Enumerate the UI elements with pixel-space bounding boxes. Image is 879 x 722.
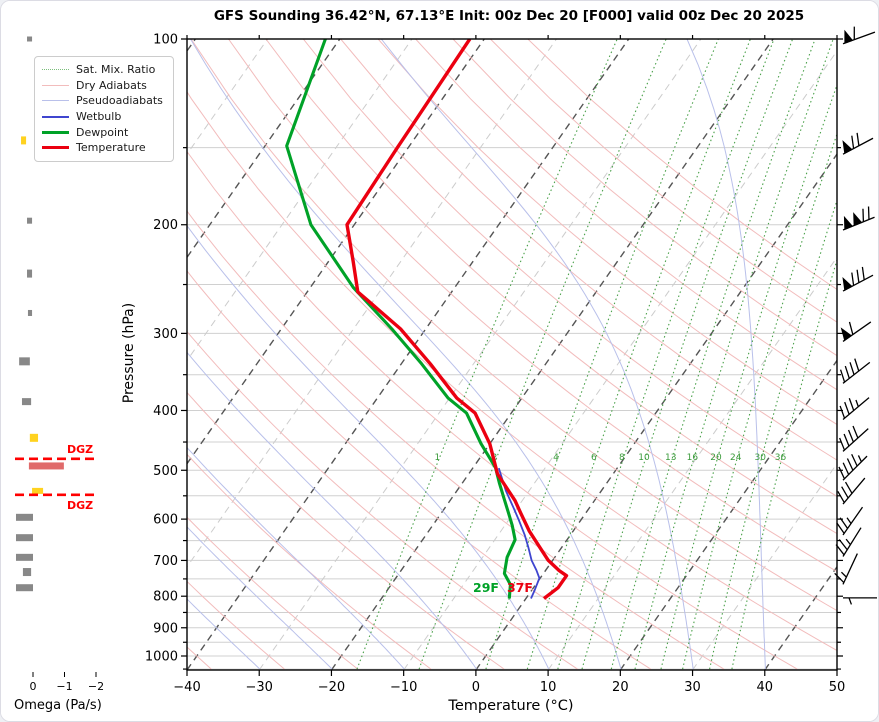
pressure-tick-label: 800	[153, 590, 178, 605]
wind-barb	[842, 206, 875, 231]
temperature-axis-label: Temperature (°C)	[448, 698, 574, 714]
mixing-ratio-label: 10	[638, 453, 650, 463]
mixing-ratio-label: 6	[591, 453, 597, 463]
wind-barb	[838, 453, 868, 481]
omega-bar	[22, 568, 32, 577]
temperature-tick-label: 50	[829, 680, 846, 695]
temperature-tick-label: 30	[684, 680, 701, 695]
legend-item-sat-mix-ratio: Sat. Mix. Ratio	[42, 62, 163, 78]
wind-barb	[842, 26, 876, 45]
legend-item-temperature: Temperature	[42, 140, 163, 156]
pressure-tick-label: 1000	[145, 650, 178, 665]
dry-adiabat-line-swatch	[42, 84, 69, 86]
sat-mix-ratio-line-swatch	[42, 69, 69, 71]
wetbulb-line-swatch	[42, 115, 69, 118]
legend-item-pseudoadiabats: Pseudoadiabats	[42, 93, 163, 109]
chart-title: GFS Sounding 36.42°N, 67.13°E Init: 00z …	[213, 8, 805, 24]
omega-bar	[15, 584, 33, 592]
wind-barbs	[834, 26, 877, 605]
wind-barb	[839, 425, 869, 452]
temperature-tick-label: −30	[246, 680, 273, 695]
omega-bar	[27, 36, 33, 42]
omega-bar	[21, 136, 27, 145]
wind-barb	[842, 132, 874, 155]
pressure-tick-label: 200	[153, 218, 178, 233]
legend-item-wetbulb: Wetbulb	[42, 109, 163, 125]
temperature-trace	[345, 39, 569, 600]
omega-bar	[32, 487, 44, 494]
mixing-ratio-label: 24	[730, 453, 742, 463]
pseudoadiabats	[187, 39, 766, 670]
temperature-tick-label: 0	[472, 680, 480, 695]
mixing-ratio-label: 4	[553, 453, 559, 463]
omega-bar	[28, 462, 64, 470]
wind-barb	[839, 397, 870, 420]
dgz-label: DGZ	[67, 443, 93, 456]
wind-barb	[842, 266, 874, 292]
pseudoadiabat-line-swatch	[42, 100, 69, 102]
axes-frame: −40 −30 −20 −10 0 10 20 30 40 50 100 200 300 400 500 60…	[145, 33, 845, 696]
pressure-tick-label: 700	[153, 554, 178, 569]
legend-item-dewpoint: Dewpoint	[42, 124, 163, 140]
wind-barb	[834, 553, 858, 585]
wind-barb	[840, 321, 872, 342]
omega-bar	[15, 534, 33, 542]
mixing-ratio-label: 36	[775, 453, 787, 463]
pressure-tick-label: 300	[153, 327, 178, 342]
dry-adiabats	[187, 39, 837, 670]
omega-bar	[15, 553, 33, 561]
omega-axis-label: Omega (Pa/s)	[14, 698, 102, 713]
mixing-ratio-label: 16	[687, 453, 699, 463]
omega-bar	[15, 513, 33, 521]
temperature-tick-label: 20	[612, 680, 629, 695]
surface-temp-label: 37F	[507, 580, 533, 595]
omega-bar	[27, 269, 33, 278]
pressure-tick-label: 600	[153, 513, 178, 528]
pressure-tick-label: 500	[153, 464, 178, 479]
omega-bar	[27, 309, 33, 316]
temperature-line-swatch	[42, 146, 69, 150]
isotherms	[187, 39, 837, 670]
dgz-label: DGZ	[67, 499, 93, 512]
mixing-ratio-label: 8	[619, 453, 625, 463]
dewpoint-line-swatch	[42, 130, 69, 134]
mixing-ratio-lines: 1 2 4 6 8 10 13 16 20 24 30 36	[356, 39, 837, 670]
mixing-ratio-label: 13	[665, 453, 676, 463]
omega-tick-label: −1	[56, 680, 72, 693]
wetbulb-trace	[497, 467, 541, 599]
wind-barb	[836, 506, 864, 536]
pressure-axis-label: Pressure (hPa)	[121, 302, 137, 404]
pressure-tick-label: 900	[153, 621, 178, 636]
pressure-tick-label: 400	[153, 404, 178, 419]
temperature-tick-label: −40	[173, 680, 200, 695]
wind-barb	[839, 358, 871, 384]
wind-barb	[837, 477, 866, 505]
mixing-ratio-label: 30	[754, 453, 766, 463]
mixing-ratio-label: 1	[434, 453, 440, 463]
temperature-tick-label: 40	[757, 680, 774, 695]
temperature-tick-label: −20	[318, 680, 345, 695]
surface-temp-label: 29F	[473, 580, 499, 595]
omega-bar	[29, 433, 39, 442]
legend-item-dry-adiabats: Dry Adiabats	[42, 78, 163, 94]
mixing-ratio-label: 20	[710, 453, 722, 463]
temperature-tick-label: −10	[390, 680, 417, 695]
pressure-tick-label: 100	[153, 33, 178, 48]
omega-panel: 0 −1 −2 DGZ DGZ	[15, 36, 104, 693]
omega-tick-label: 0	[30, 680, 37, 693]
wind-barb	[843, 597, 877, 605]
omega-bar	[19, 357, 30, 366]
omega-bar	[27, 217, 33, 224]
omega-bar	[21, 398, 32, 406]
temperature-tick-label: 10	[540, 680, 557, 695]
omega-tick-label: −2	[88, 680, 104, 693]
wind-barb	[835, 527, 862, 557]
legend: Sat. Mix. Ratio Dry Adiabats Pseudoadiab…	[34, 56, 174, 162]
